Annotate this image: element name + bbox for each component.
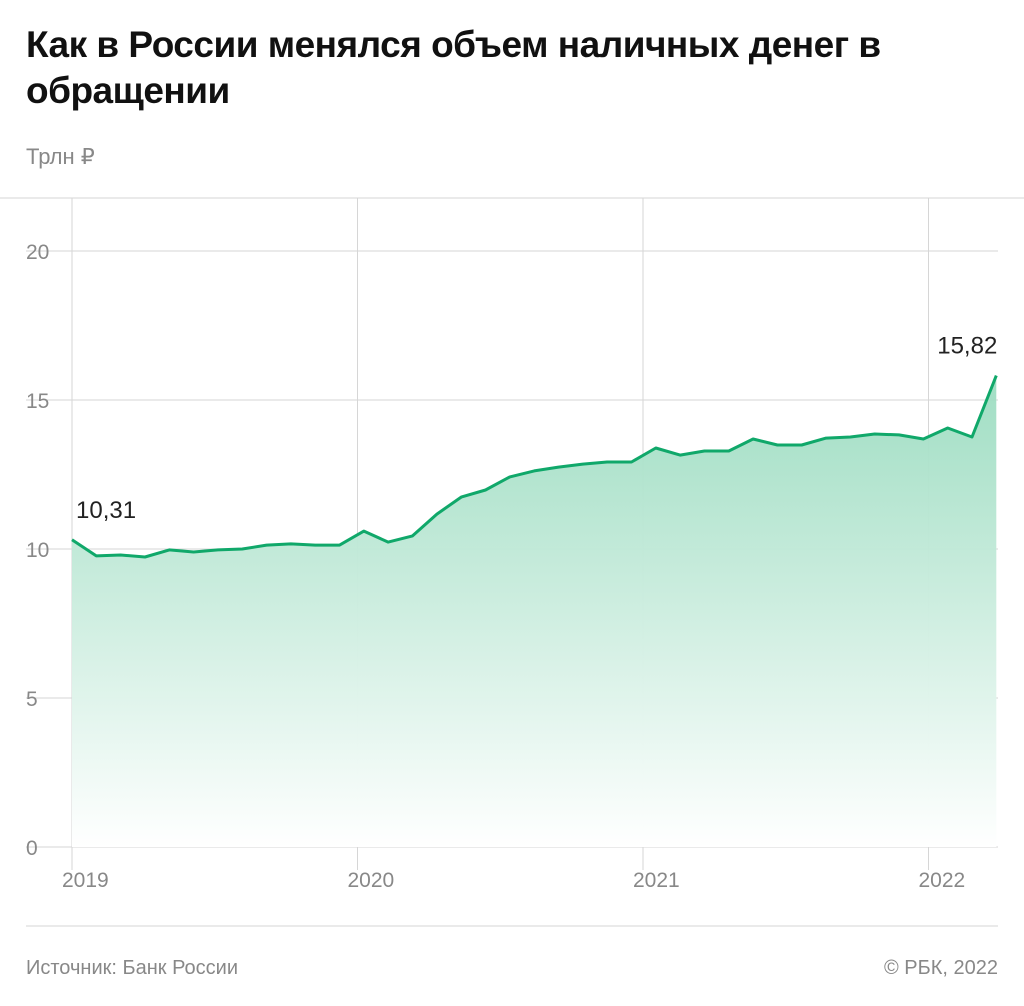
data-label: 15,82 [937, 333, 997, 360]
x-tick-label: 2019 [62, 869, 109, 892]
y-tick-label: 15 [26, 390, 49, 413]
y-tick-label: 5 [26, 688, 38, 711]
y-tick-label: 10 [26, 539, 49, 562]
x-tick-label: 2020 [348, 869, 395, 892]
y-tick-label: 20 [26, 241, 49, 264]
data-label: 10,31 [76, 497, 136, 524]
series-area [72, 375, 997, 847]
copyright-note: © РБК, 2022 [883, 957, 998, 979]
chart-title: Как в России менялся объем наличных дене… [26, 24, 881, 111]
x-tick-label: 2021 [633, 869, 680, 892]
y-tick-label: 0 [26, 837, 38, 860]
x-tick-label: 2022 [919, 869, 966, 892]
y-axis-unit-label: Трлн ₽ [26, 144, 95, 169]
source-note: Источник: Банк России [26, 957, 239, 979]
